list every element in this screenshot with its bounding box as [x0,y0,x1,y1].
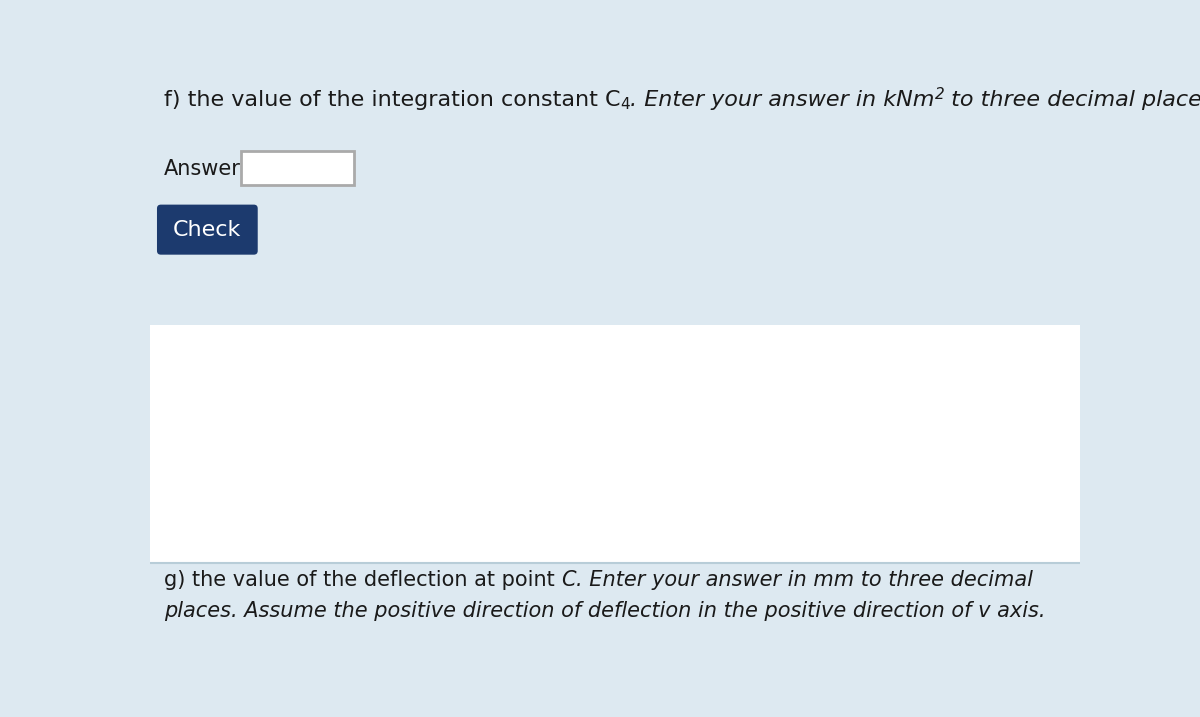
FancyBboxPatch shape [157,204,258,255]
Text: 4: 4 [620,97,630,112]
Text: Check: Check [173,219,241,239]
Text: 2: 2 [935,87,944,102]
Text: to three decimal places.: to three decimal places. [944,90,1200,110]
Text: places. Assume the positive direction of deflection in the positive direction of: places. Assume the positive direction of… [164,601,1045,621]
Text: f) the value of the integration constant C: f) the value of the integration constant… [164,90,620,110]
Text: g) the value of the deflection at point: g) the value of the deflection at point [164,571,562,590]
Text: C: C [562,571,576,590]
FancyBboxPatch shape [241,151,354,186]
Text: Answer:: Answer: [164,159,247,179]
Text: . Enter your answer in kNm: . Enter your answer in kNm [630,90,935,110]
FancyBboxPatch shape [150,564,1080,638]
FancyBboxPatch shape [150,325,1080,564]
Text: . Enter your answer in mm to three decimal: . Enter your answer in mm to three decim… [576,571,1033,590]
